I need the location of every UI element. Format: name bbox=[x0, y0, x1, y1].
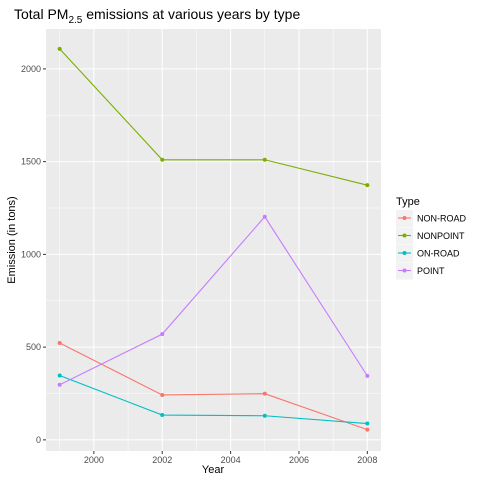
legend-key-point bbox=[402, 233, 407, 238]
y-tick-label: 1500 bbox=[21, 157, 41, 167]
chart-title-main: Total PM bbox=[14, 6, 68, 22]
series-layer bbox=[57, 46, 370, 432]
data-point-point bbox=[365, 373, 370, 378]
legend-key-point bbox=[402, 251, 407, 255]
data-point-nonpoint bbox=[160, 157, 165, 162]
legend-item-point: POINT bbox=[396, 262, 445, 280]
data-point-on-road bbox=[365, 421, 370, 426]
data-point-nonpoint bbox=[262, 157, 267, 162]
legend-items: NON-ROAD NONPOINT ON-ROAD POINT bbox=[396, 210, 466, 280]
x-axis: 2000 2002 2004 2006 2008 bbox=[84, 451, 377, 465]
major-gridlines bbox=[46, 29, 381, 451]
legend-label: POINT bbox=[417, 266, 445, 276]
data-point-non-road bbox=[365, 427, 370, 432]
data-point-nonpoint bbox=[365, 183, 370, 188]
x-tick-label: 2008 bbox=[357, 455, 377, 465]
x-tick-label: 2002 bbox=[152, 455, 172, 465]
data-point-non-road bbox=[262, 391, 267, 396]
data-point-on-road bbox=[57, 373, 62, 378]
series-line-nonpoint bbox=[59, 48, 368, 186]
y-axis: 0 500 1000 1500 2000 bbox=[21, 64, 46, 445]
x-tick-label: 2000 bbox=[84, 455, 104, 465]
data-point-non-road bbox=[57, 341, 62, 346]
x-tick-label: 2004 bbox=[221, 455, 241, 465]
plot-panel bbox=[46, 29, 381, 451]
data-point-point bbox=[160, 332, 165, 337]
chart-title-subscript: 2.5 bbox=[68, 15, 82, 26]
legend-label: NONPOINT bbox=[417, 231, 465, 241]
legend-label: NON-ROAD bbox=[417, 214, 466, 224]
legend-item-on-road: ON-ROAD bbox=[396, 245, 460, 262]
legend-title: Type bbox=[396, 196, 420, 208]
data-point-point bbox=[262, 214, 267, 219]
data-point-nonpoint bbox=[57, 46, 62, 51]
legend-key-point bbox=[402, 216, 407, 220]
y-tick-label: 0 bbox=[36, 435, 41, 445]
data-point-on-road bbox=[262, 413, 267, 418]
x-axis-title: Year bbox=[202, 464, 225, 476]
legend-key-point bbox=[402, 268, 407, 273]
legend: Type NON-ROAD NONPOINT ON-ROAD POINT bbox=[396, 196, 466, 280]
series-line-point bbox=[59, 215, 368, 386]
legend-item-non-road: NON-ROAD bbox=[396, 210, 466, 227]
series-line-non-road bbox=[59, 342, 368, 431]
chart-title-suffix: emissions at various years by type bbox=[82, 6, 300, 22]
y-tick-label: 2000 bbox=[21, 64, 41, 74]
minor-gridlines bbox=[46, 29, 381, 451]
data-point-on-road bbox=[160, 413, 165, 418]
chart-title: Total PM2.5 emissions at various years b… bbox=[14, 6, 300, 26]
legend-label: ON-ROAD bbox=[417, 249, 460, 259]
data-point-non-road bbox=[160, 392, 165, 397]
legend-item-nonpoint: NONPOINT bbox=[396, 227, 465, 245]
y-axis-title: Emission (in tons) bbox=[6, 196, 18, 283]
series-line-on-road bbox=[59, 374, 368, 425]
y-tick-label: 500 bbox=[26, 342, 41, 352]
y-tick-label: 1000 bbox=[21, 249, 41, 259]
data-point-point bbox=[57, 382, 62, 387]
x-tick-label: 2006 bbox=[289, 455, 309, 465]
